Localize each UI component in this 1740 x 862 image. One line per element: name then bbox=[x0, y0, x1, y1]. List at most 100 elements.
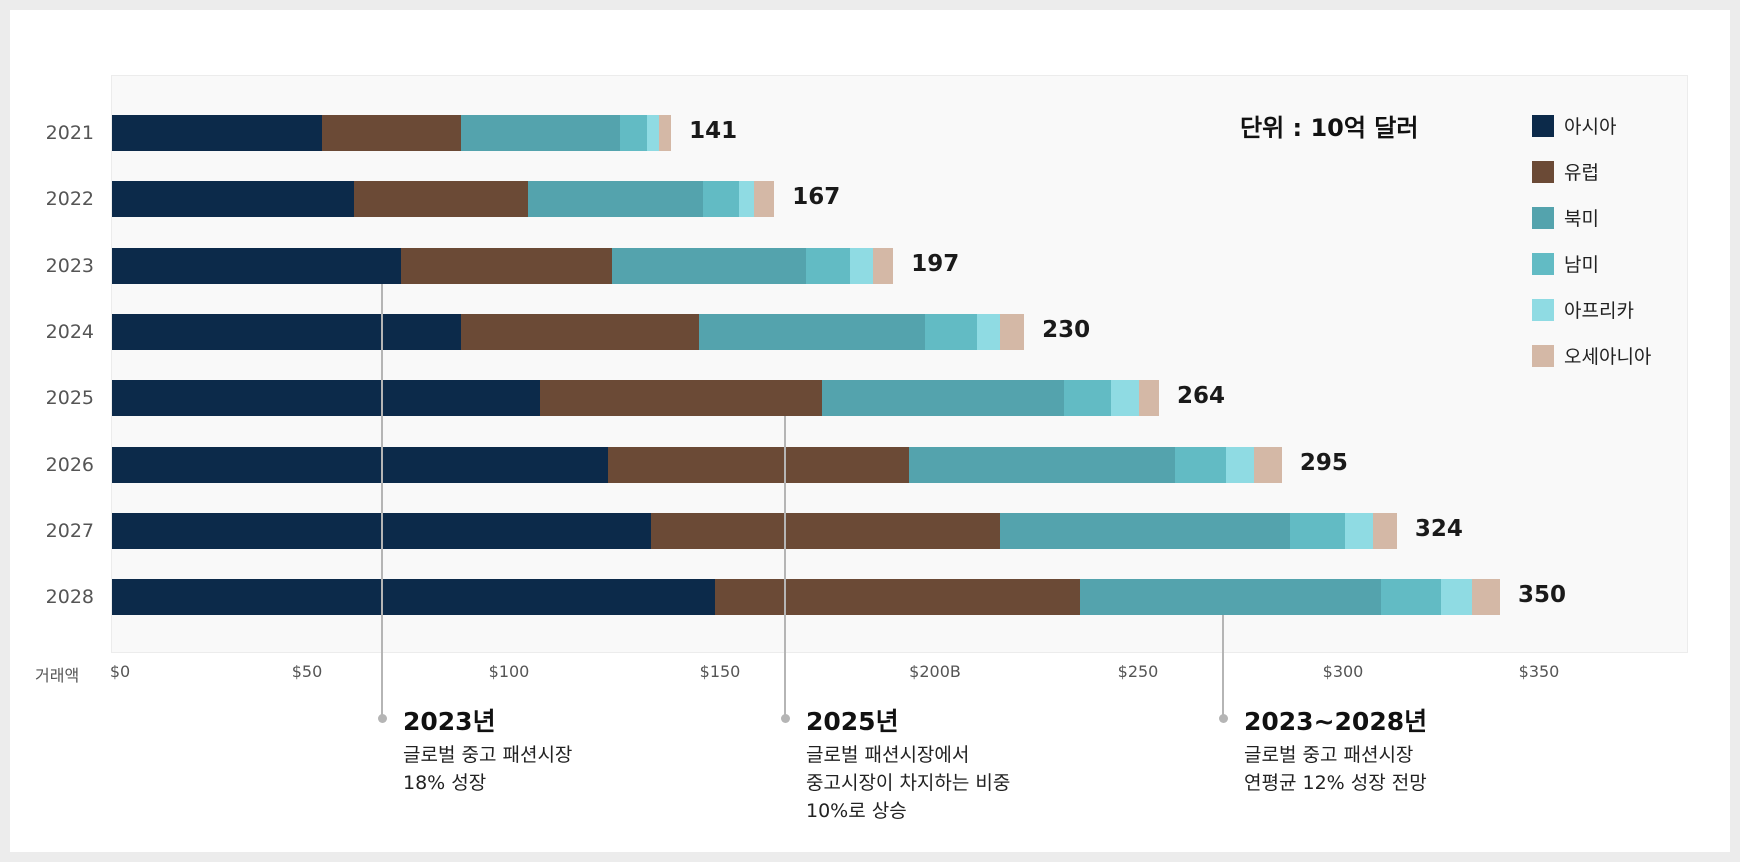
legend-label: 아시아 bbox=[1564, 116, 1617, 138]
legend-swatch bbox=[1532, 206, 1554, 229]
legend-swatch bbox=[1532, 344, 1554, 367]
annotation-leader-line bbox=[1222, 615, 1224, 718]
bar-segment bbox=[873, 247, 894, 284]
bar-segment bbox=[540, 380, 822, 417]
data-label: 167 bbox=[792, 184, 841, 211]
bar-segment bbox=[460, 313, 699, 350]
y-tick-label: 2024 bbox=[45, 320, 94, 343]
bar-segment bbox=[647, 115, 660, 151]
legend-label: 아프리카 bbox=[1564, 300, 1634, 322]
bar-segment bbox=[714, 579, 1080, 616]
bar-segment bbox=[909, 446, 1175, 483]
y-tick-label: 2028 bbox=[45, 586, 94, 609]
bar-segment bbox=[112, 181, 354, 218]
annotation-dot bbox=[377, 714, 387, 723]
legend-swatch bbox=[1532, 160, 1554, 183]
legend-label: 유럽 bbox=[1564, 162, 1599, 184]
bar-segment bbox=[754, 181, 775, 218]
bar-segment bbox=[619, 115, 648, 151]
legend-item: 아시아 bbox=[1532, 112, 1616, 139]
x-tick-label: $0 bbox=[109, 662, 131, 681]
bar-segment bbox=[401, 247, 612, 284]
bar-segment bbox=[112, 247, 402, 284]
legend-item: 오세아니아 bbox=[1532, 342, 1651, 369]
bar-segment bbox=[528, 181, 703, 218]
y-tick-label: 2026 bbox=[45, 453, 94, 476]
x-tick-label: $150 bbox=[699, 662, 741, 681]
bar-segment bbox=[1373, 512, 1397, 549]
data-label: 295 bbox=[1299, 449, 1348, 476]
bar-segment bbox=[112, 380, 541, 417]
x-tick-label: $350 bbox=[1518, 662, 1560, 681]
y-tick-label: 2021 bbox=[45, 122, 94, 144]
annotation-body: 글로벌 패션시장에서 중고시장이 차지하는 비중 10%로 상승 bbox=[806, 744, 1011, 822]
data-label: 141 bbox=[689, 118, 738, 144]
legend-label: 오세아니아 bbox=[1564, 346, 1652, 368]
bar-segment bbox=[112, 313, 461, 350]
annotation-dot bbox=[780, 714, 790, 723]
bar-segment bbox=[698, 313, 925, 350]
y-tick-label: 2022 bbox=[45, 188, 94, 211]
legend-item: 아프리카 bbox=[1532, 296, 1634, 323]
bar-segment bbox=[1063, 380, 1112, 417]
bar-segment bbox=[353, 181, 529, 218]
data-label: 324 bbox=[1414, 515, 1463, 542]
unit-label: 단위 : 10억 달러 bbox=[1240, 114, 1419, 142]
bar-segment bbox=[738, 181, 755, 218]
bar-segment bbox=[112, 579, 715, 616]
x-axis-label: 거래액 bbox=[35, 666, 80, 685]
annotation-body: 글로벌 중고 패션시장 18% 성장 bbox=[403, 744, 573, 794]
legend-label: 북미 bbox=[1564, 208, 1599, 230]
bar-segment bbox=[651, 512, 1001, 549]
bar-segment bbox=[1174, 446, 1227, 483]
bar-segment bbox=[976, 313, 1001, 350]
annotation-body: 글로벌 중고 패션시장 연평균 12% 성장 전망 bbox=[1244, 744, 1427, 794]
bar-segment bbox=[806, 247, 850, 284]
bar-segment bbox=[112, 446, 608, 483]
plot-area bbox=[111, 75, 1688, 653]
bar-segment bbox=[1226, 446, 1255, 483]
legend-swatch bbox=[1532, 114, 1554, 137]
bar-segment bbox=[607, 446, 910, 483]
data-label: 230 bbox=[1042, 316, 1091, 343]
bar-segment bbox=[1254, 446, 1282, 483]
y-tick-label: 2023 bbox=[45, 254, 94, 277]
legend-item: 북미 bbox=[1532, 204, 1599, 231]
bar-segment bbox=[924, 313, 977, 350]
data-label: 264 bbox=[1176, 383, 1225, 410]
bar-segment bbox=[1440, 579, 1473, 616]
data-label: 197 bbox=[911, 250, 960, 277]
y-tick-label: 2027 bbox=[45, 519, 94, 542]
annotation-title: 2023년 bbox=[403, 707, 496, 736]
bar-segment bbox=[1079, 579, 1382, 616]
bar-segment bbox=[702, 181, 739, 218]
bar-segment bbox=[112, 115, 323, 151]
bar-segment bbox=[659, 115, 672, 151]
annotation-leader-line bbox=[784, 416, 786, 718]
y-tick-label: 2025 bbox=[45, 387, 94, 410]
annotation-title: 2025년 bbox=[806, 707, 899, 736]
annotation-dot bbox=[1218, 714, 1228, 723]
bar-segment bbox=[821, 380, 1064, 417]
data-label: 350 bbox=[1518, 582, 1567, 609]
bar-segment bbox=[1000, 313, 1025, 350]
bar-segment bbox=[1289, 512, 1346, 549]
legend-item: 유럽 bbox=[1532, 158, 1599, 185]
bar-segment bbox=[322, 115, 461, 151]
bar-segment bbox=[1345, 512, 1374, 549]
bar-segment bbox=[1139, 380, 1159, 417]
bar-segment bbox=[1000, 512, 1290, 549]
bar-segment bbox=[1381, 579, 1441, 616]
legend-item: 남미 bbox=[1532, 250, 1599, 277]
legend-swatch bbox=[1532, 252, 1554, 275]
x-tick-label: $300 bbox=[1322, 662, 1364, 681]
x-tick-label: $200B bbox=[909, 662, 961, 681]
bar-segment bbox=[1111, 380, 1140, 417]
annotation-title: 2023~2028년 bbox=[1244, 707, 1428, 736]
bar-segment bbox=[849, 247, 874, 284]
x-tick-label: $100 bbox=[488, 662, 530, 681]
bar-segment bbox=[611, 247, 806, 284]
legend-label: 남미 bbox=[1564, 254, 1599, 276]
legend-swatch bbox=[1532, 298, 1554, 321]
bar-segment bbox=[460, 115, 620, 151]
